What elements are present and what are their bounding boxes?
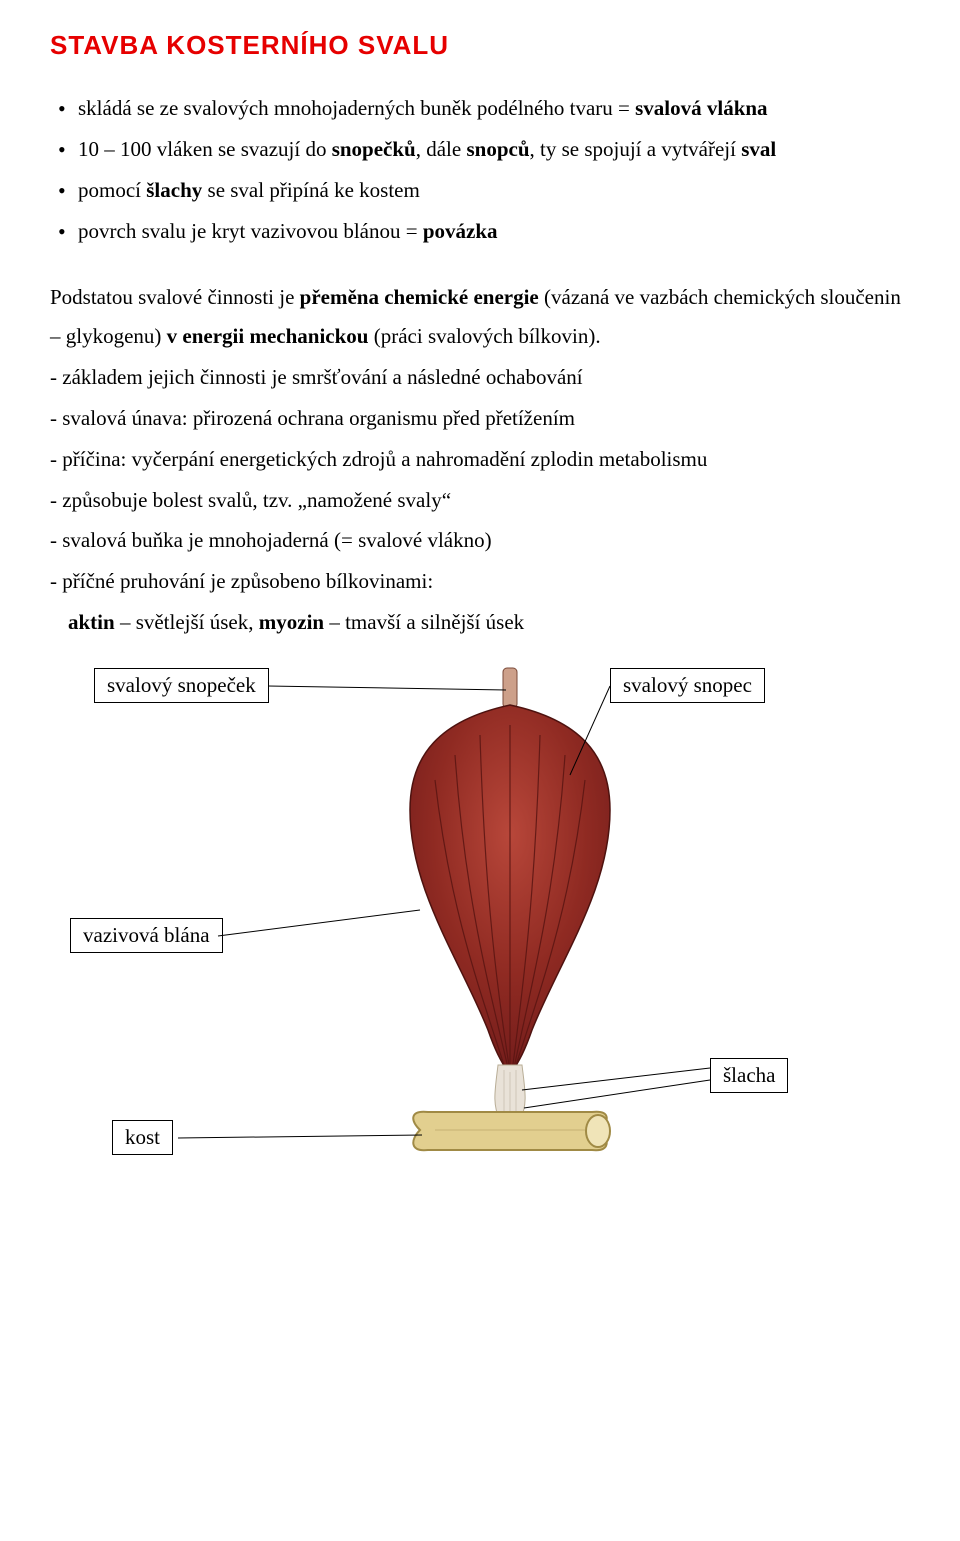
bullet-item: skládá se ze svalových mnohojaderných bu… bbox=[50, 89, 910, 128]
bullet-list: skládá se ze svalových mnohojaderných bu… bbox=[50, 89, 910, 250]
text: se sval připíná ke kostem bbox=[202, 178, 420, 202]
text-bold: sval bbox=[741, 137, 776, 161]
paragraph-line: - příčné pruhování je způsobeno bílkovin… bbox=[50, 562, 910, 601]
leader-lines bbox=[50, 660, 910, 1180]
text-bold: aktin bbox=[68, 610, 115, 634]
text-bold: myozin bbox=[259, 610, 324, 634]
text-bold: povázka bbox=[423, 219, 498, 243]
muscle-diagram: svalový snopeček svalový snopec vazivová… bbox=[50, 660, 910, 1180]
text-bold: šlachy bbox=[146, 178, 202, 202]
text: 10 – 100 vláken se svazují do bbox=[78, 137, 332, 161]
paragraph-line: - svalová buňka je mnohojaderná (= svalo… bbox=[50, 521, 910, 560]
text: (práci svalových bílkovin). bbox=[368, 324, 600, 348]
paragraph-line: aktin – světlejší úsek, myozin – tmavší … bbox=[50, 603, 910, 642]
text-bold: svalová vlákna bbox=[635, 96, 767, 120]
paragraph-line: - svalová únava: přirozená ochrana organ… bbox=[50, 399, 910, 438]
text: skládá se ze svalových mnohojaderných bu… bbox=[78, 96, 635, 120]
bullet-item: pomocí šlachy se sval připíná ke kostem bbox=[50, 171, 910, 210]
text: , ty se spojují a vytvářejí bbox=[530, 137, 742, 161]
text: – tmavší a silnější úsek bbox=[324, 610, 524, 634]
text: , dále bbox=[416, 137, 467, 161]
paragraph-line: - příčina: vyčerpání energetických zdroj… bbox=[50, 440, 910, 479]
text: Podstatou svalové činnosti je bbox=[50, 285, 300, 309]
text: pomocí bbox=[78, 178, 146, 202]
paragraph: Podstatou svalové činnosti je přeměna ch… bbox=[50, 278, 910, 356]
text: přirozená ochrana organismu před přetíže… bbox=[193, 406, 575, 430]
bullet-item: 10 – 100 vláken se svazují do snopečků, … bbox=[50, 130, 910, 169]
text: – světlejší úsek, bbox=[115, 610, 259, 634]
text-bold: přeměna chemické energie bbox=[300, 285, 539, 309]
text-bold: v energii mechanickou bbox=[167, 324, 369, 348]
text: - svalová únava: bbox=[50, 406, 193, 430]
paragraph-line: - způsobuje bolest svalů, tzv. „namožené… bbox=[50, 481, 910, 520]
text-bold: snopečků bbox=[332, 137, 416, 161]
bullet-item: povrch svalu je kryt vazivovou blánou = … bbox=[50, 212, 910, 251]
text-bold: snopců bbox=[466, 137, 529, 161]
paragraph-line: - základem jejich činnosti je smršťování… bbox=[50, 358, 910, 397]
page-title: STAVBA KOSTERNÍHO SVALU bbox=[50, 30, 910, 61]
text: povrch svalu je kryt vazivovou blánou = bbox=[78, 219, 423, 243]
